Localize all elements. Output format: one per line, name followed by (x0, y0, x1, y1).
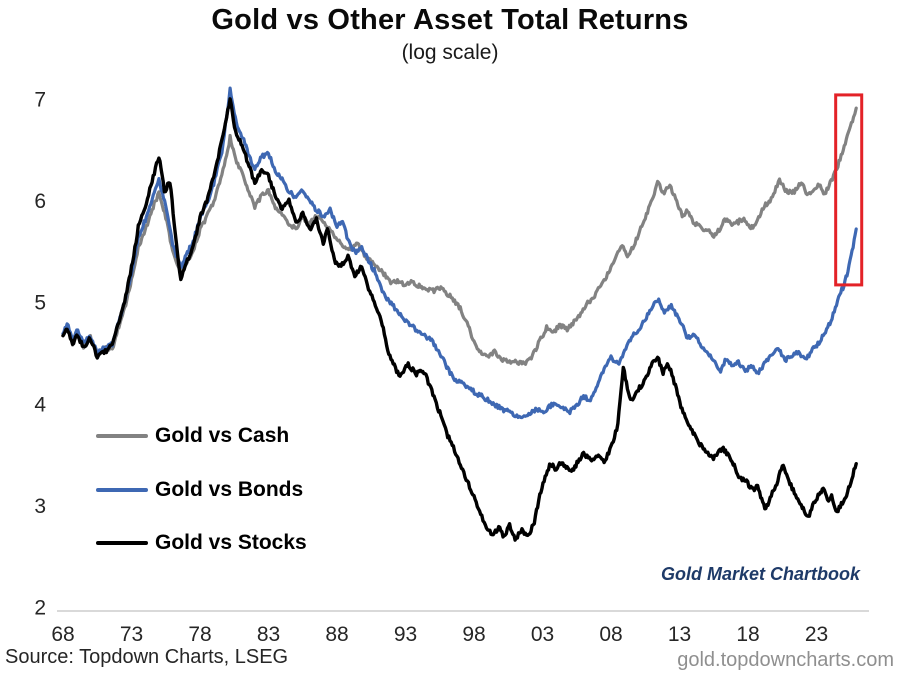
legend-label-stocks: Gold vs Stocks (155, 531, 307, 554)
y-axis-tick-label: 5 (34, 292, 46, 315)
chart-subtitle: (log scale) (401, 41, 499, 64)
x-axis-tick-label: 23 (805, 623, 828, 646)
legend-swatch-bonds (96, 488, 148, 492)
x-axis-tick-label: 68 (51, 623, 74, 646)
x-axis-tick-label: 83 (257, 623, 280, 646)
y-axis-tick-label: 7 (34, 89, 46, 112)
series-line-gold-vs-bonds (61, 86, 858, 420)
legend-item-gold-vs-bonds: Gold vs Bonds (96, 478, 303, 502)
x-axis-tick-label: 78 (188, 623, 211, 646)
series-line-gold-vs-stocks (61, 97, 858, 542)
x-axis-tick-label: 93 (394, 623, 417, 646)
watermark-gold-market-chartbook: Gold Market Chartbook (660, 564, 860, 584)
x-axis-tick-label: 73 (120, 623, 143, 646)
series-line-gold-vs-cash (61, 106, 858, 366)
x-axis-tick-label: 18 (736, 623, 759, 646)
x-axis-tick-label: 08 (599, 623, 622, 646)
y-axis-tick-label: 3 (34, 495, 46, 518)
y-axis-tick-label: 6 (34, 190, 46, 213)
legend-swatch-stocks (96, 541, 148, 545)
legend-item-gold-vs-cash: Gold vs Cash (96, 424, 289, 448)
x-axis-tick-label: 03 (531, 623, 554, 646)
x-axis-tick-label: 13 (668, 623, 691, 646)
legend-item-gold-vs-stocks: Gold vs Stocks (96, 531, 307, 555)
legend-label-cash: Gold vs Cash (155, 424, 290, 447)
x-axis-tick-label: 98 (462, 623, 485, 646)
y-axis-tick-label: 2 (34, 597, 46, 620)
x-axis-tick-label: 88 (325, 623, 348, 646)
highlight-box-recent-surge (834, 93, 864, 287)
source-attribution: Source: Topdown Charts, LSEG (5, 646, 289, 668)
legend-label-bonds: Gold vs Bonds (155, 478, 304, 501)
website-url: gold.topdowncharts.com (677, 649, 894, 671)
legend-swatch-cash (96, 434, 148, 438)
chart-title: Gold vs Other Asset Total Returns (211, 4, 689, 36)
y-axis-tick-label: 4 (34, 393, 46, 416)
